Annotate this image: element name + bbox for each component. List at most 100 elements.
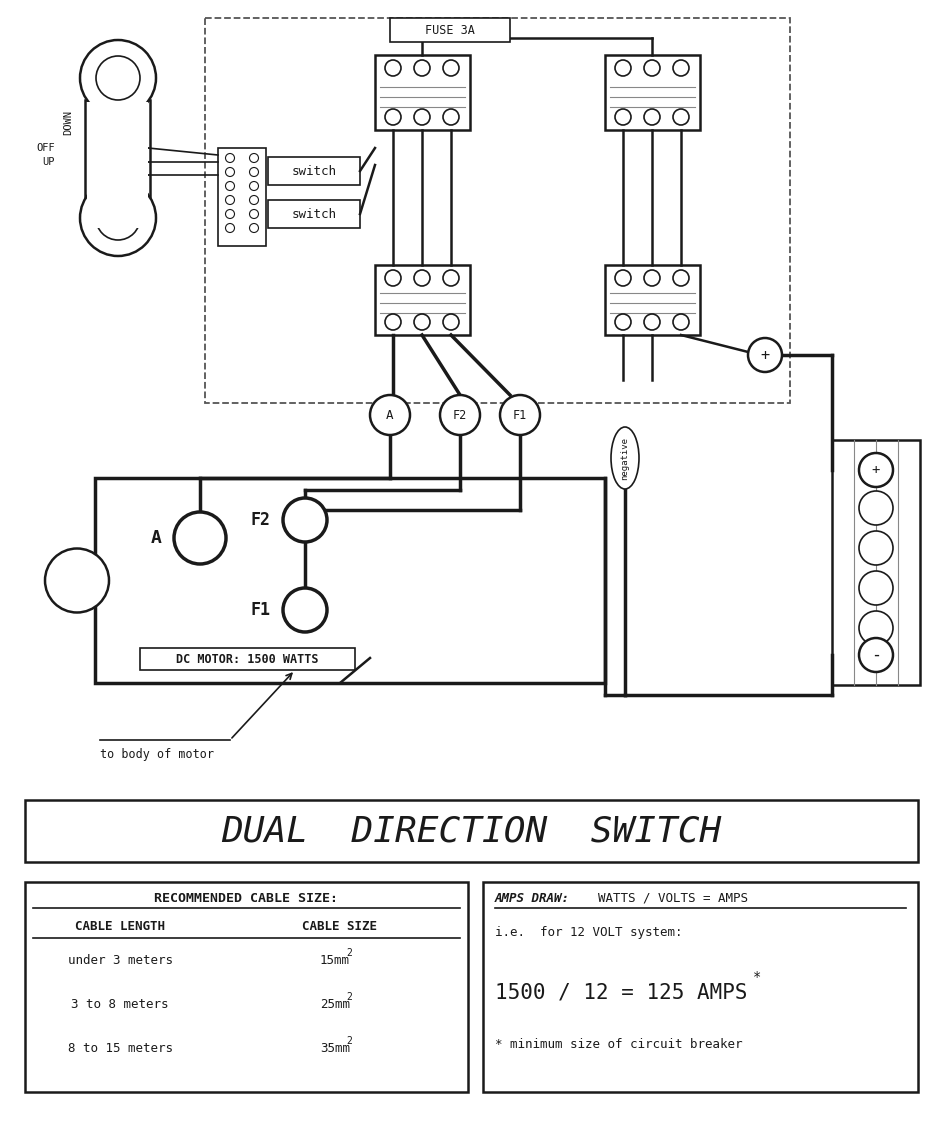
Text: *: * [753,971,761,984]
Circle shape [174,512,226,564]
Circle shape [443,59,459,76]
Circle shape [225,182,235,191]
Bar [87,102,148,228]
Bar [605,55,700,130]
Text: F2: F2 [250,511,270,528]
Text: RECOMMENDED CABLE SIZE:: RECOMMENDED CABLE SIZE: [155,892,339,904]
Text: DC MOTOR: 1500 WATTS: DC MOTOR: 1500 WATTS [175,653,318,665]
Text: CABLE SIZE: CABLE SIZE [303,920,377,932]
Text: F1: F1 [250,601,270,619]
Circle shape [96,196,140,240]
Circle shape [370,395,410,435]
Text: WATTS / VOLTS = AMPS: WATTS / VOLTS = AMPS [598,892,748,904]
Text: CABLE LENGTH: CABLE LENGTH [75,920,165,932]
Circle shape [250,154,258,163]
Circle shape [859,453,893,487]
Bar [605,265,700,335]
Circle shape [644,270,660,286]
Circle shape [440,395,480,435]
Circle shape [859,531,893,565]
Circle shape [414,59,430,76]
Bar [832,440,920,686]
Text: F2: F2 [453,408,467,422]
Circle shape [225,195,235,204]
Bar [268,200,360,228]
Circle shape [414,314,430,330]
Circle shape [443,314,459,330]
Bar [25,800,918,862]
Circle shape [225,210,235,219]
Bar [85,100,150,230]
Circle shape [673,59,689,76]
Circle shape [414,270,430,286]
Circle shape [225,167,235,176]
Circle shape [80,180,156,256]
Text: * minimum size of circuit breaker: * minimum size of circuit breaker [495,1038,742,1050]
Circle shape [673,314,689,330]
Circle shape [443,270,459,286]
Text: 3 to 8 meters: 3 to 8 meters [72,997,169,1011]
Text: UP: UP [42,157,55,167]
Text: 25mm: 25mm [320,997,350,1011]
Circle shape [385,59,401,76]
Circle shape [385,270,401,286]
Circle shape [859,491,893,525]
Circle shape [283,498,327,542]
Circle shape [96,56,140,100]
Circle shape [80,40,156,116]
Circle shape [283,588,327,632]
Text: A: A [387,408,394,422]
Bar [483,882,918,1092]
Text: 8 to 15 meters: 8 to 15 meters [68,1041,173,1055]
Circle shape [644,109,660,125]
Circle shape [414,109,430,125]
Circle shape [748,338,782,373]
Bar [205,18,790,403]
Text: switch: switch [291,208,337,221]
Circle shape [385,109,401,125]
Circle shape [615,314,631,330]
Ellipse shape [611,427,639,489]
Circle shape [250,223,258,232]
Text: 2: 2 [346,992,352,1002]
Text: OFF: OFF [36,142,55,153]
Circle shape [385,314,401,330]
Circle shape [250,182,258,191]
Circle shape [859,638,893,672]
Text: under 3 meters: under 3 meters [68,954,173,966]
Circle shape [225,154,235,163]
Circle shape [615,270,631,286]
Circle shape [500,395,540,435]
Circle shape [250,210,258,219]
Bar [390,18,510,42]
Text: AMPS DRAW:: AMPS DRAW: [495,892,570,904]
Circle shape [673,109,689,125]
Bar [375,55,470,130]
Text: +: + [872,463,880,477]
Bar [95,478,605,683]
Circle shape [615,109,631,125]
Circle shape [859,453,893,487]
Bar [268,157,360,185]
Text: FUSE 3A: FUSE 3A [425,24,475,37]
Text: +: + [760,348,769,362]
Bar [375,265,470,335]
Text: DUAL  DIRECTION  SWITCH: DUAL DIRECTION SWITCH [221,813,721,848]
Text: 35mm: 35mm [320,1041,350,1055]
Text: DOWN: DOWN [63,110,73,135]
Text: F1: F1 [513,408,527,422]
Text: to body of motor: to body of motor [100,748,214,761]
Circle shape [859,611,893,645]
Text: i.e.  for 12 VOLT system:: i.e. for 12 VOLT system: [495,926,683,938]
Circle shape [250,167,258,176]
Circle shape [45,549,109,613]
Circle shape [225,223,235,232]
Circle shape [443,109,459,125]
Text: negative: negative [620,436,630,479]
Bar [25,882,468,1092]
Text: 1500 / 12 = 125 AMPS: 1500 / 12 = 125 AMPS [495,982,748,1002]
Text: 15mm: 15mm [320,954,350,966]
Text: -: - [871,646,881,664]
Bar [218,148,266,246]
Circle shape [644,59,660,76]
